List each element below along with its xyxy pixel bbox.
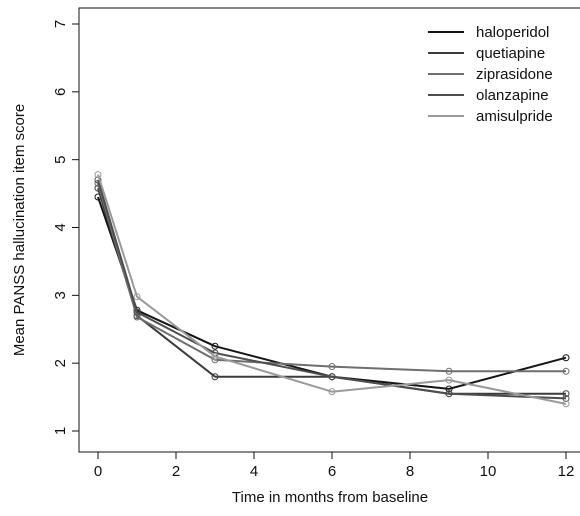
x-axis: 0 2 4 6 8 10 12 (94, 452, 575, 480)
x-tick-label: 8 (406, 463, 414, 480)
data-point-amisulpride (445, 376, 453, 384)
legend-label-haloperidol: haloperidol (476, 24, 549, 41)
data-point-amisulpride (133, 293, 141, 301)
data-point-olanzapine (562, 394, 570, 402)
data-point-amisulpride (211, 352, 219, 360)
data-point-ziprasidone (328, 363, 336, 371)
legend: haloperidol quetiapine ziprasidone olanzapi… (428, 24, 553, 125)
data-point-quetiapine (211, 373, 219, 381)
x-tick-label: 10 (480, 463, 497, 480)
data-point-olanzapine (445, 390, 453, 398)
y-tick-label: 4 (52, 223, 69, 231)
data-point-quetiapine (562, 390, 570, 398)
series-line-olanzapine (97, 179, 567, 400)
x-tick-label: 0 (94, 463, 102, 480)
legend-label-olanzapine: olanzapine (476, 87, 549, 104)
plot-frame (78, 7, 580, 453)
data-point-olanzapine (133, 308, 141, 316)
x-tick-label: 12 (558, 463, 575, 480)
x-axis-title: Time in months from baseline (232, 489, 428, 506)
y-tick-label: 5 (52, 155, 69, 163)
y-tick-label: 3 (52, 291, 69, 299)
data-point-amisulpride (562, 400, 570, 408)
data-point-ziprasidone (562, 367, 570, 375)
y-tick-label: 2 (52, 359, 69, 367)
series-group (94, 171, 570, 408)
data-point-amisulpride (94, 171, 102, 179)
series-line-haloperidol (97, 196, 567, 390)
y-axis: 1 2 3 4 5 6 7 (52, 20, 79, 435)
data-point-haloperidol (211, 342, 219, 350)
x-tick-label: 2 (172, 463, 180, 480)
series-line-quetiapine (97, 187, 566, 395)
legend-label-ziprasidone: ziprasidone (476, 66, 553, 83)
data-point-ziprasidone (445, 367, 453, 375)
y-tick-label: 7 (52, 20, 69, 28)
data-point-haloperidol (445, 385, 453, 393)
x-tick-label: 6 (328, 463, 336, 480)
data-point-olanzapine (328, 373, 336, 381)
legend-label-amisulpride: amisulpride (476, 108, 553, 125)
x-tick-label: 4 (250, 463, 258, 480)
y-axis-title: Mean PANSS hallucination item score (11, 104, 28, 356)
series-line-amisulpride (97, 174, 567, 405)
series-line-ziprasidone (97, 183, 566, 373)
legend-label-quetiapine: quetiapine (476, 45, 545, 62)
data-point-ziprasidone (133, 313, 141, 321)
y-tick-label: 6 (52, 88, 69, 96)
y-tick-label: 1 (52, 427, 69, 435)
data-point-haloperidol (562, 354, 570, 362)
data-point-amisulpride (328, 388, 336, 396)
